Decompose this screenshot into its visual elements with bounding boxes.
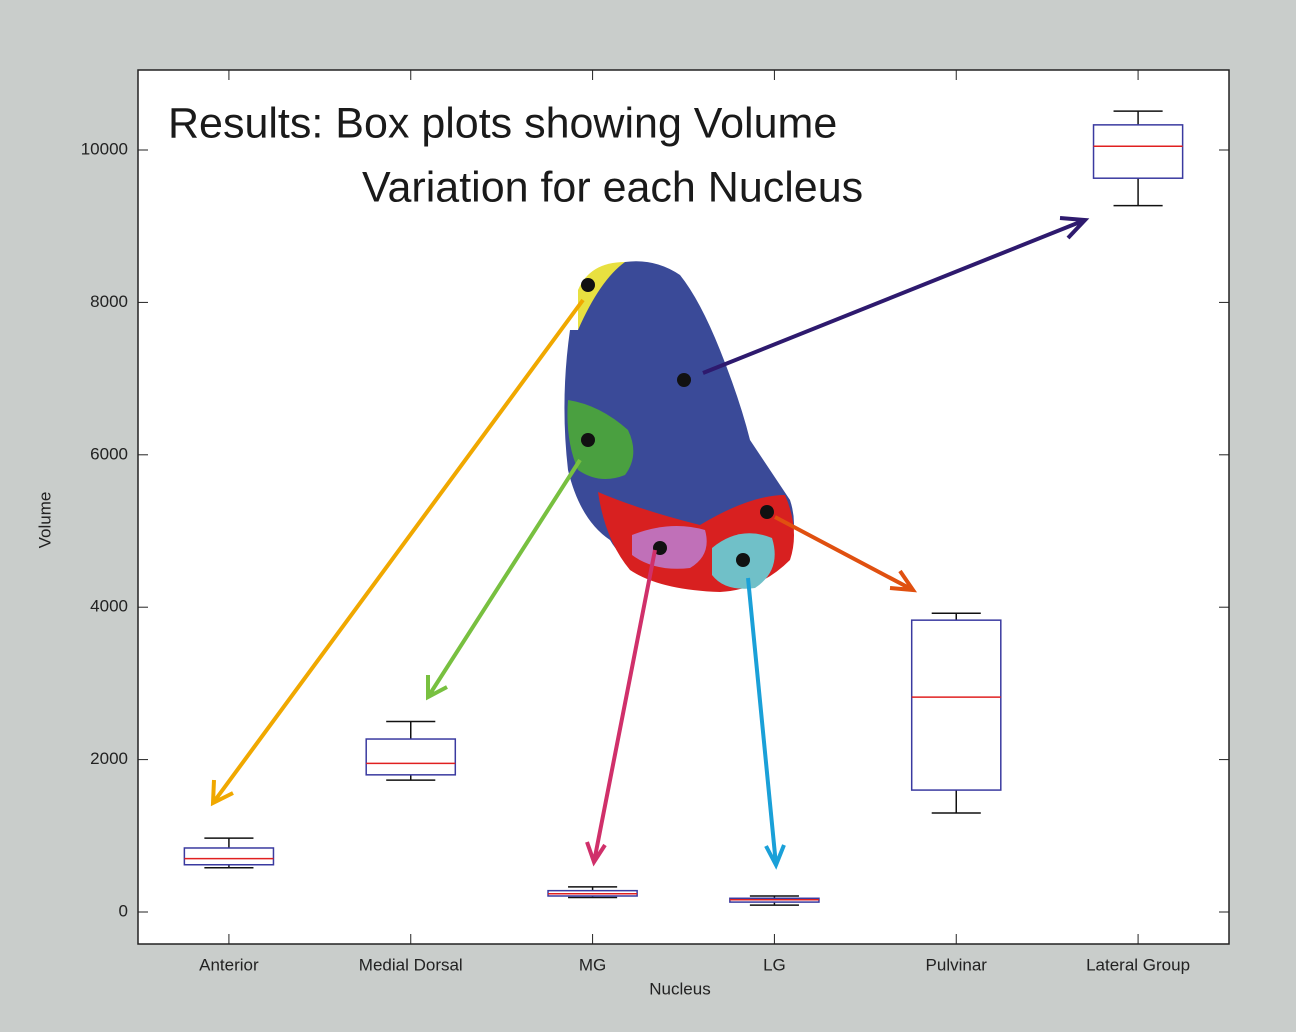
x-tick-label: Anterior (199, 955, 259, 974)
dot (760, 505, 774, 519)
x-tick-label: LG (763, 955, 786, 974)
y-axis-label: Volume (35, 492, 54, 549)
y-tick-label: 4000 (90, 597, 128, 616)
y-tick-label: 8000 (90, 292, 128, 311)
x-tick-label: Medial Dorsal (359, 955, 463, 974)
x-axis-label: Nucleus (649, 979, 710, 998)
dot (677, 373, 691, 387)
x-tick-label: MG (579, 955, 606, 974)
y-tick-label: 10000 (81, 139, 128, 158)
dot (581, 278, 595, 292)
slide: 0 2000 4000 6000 8000 10000 Anterior Medial Dor… (0, 0, 1296, 1032)
x-tick-label: Lateral Group (1086, 955, 1190, 974)
y-tick-label: 2000 (90, 749, 128, 768)
title-line: Results: Box plots showing Volume (168, 99, 837, 147)
dot (736, 553, 750, 567)
dot (581, 433, 595, 447)
y-tick-label: 6000 (90, 444, 128, 463)
title-line: Variation for each Nucleus (362, 163, 863, 211)
x-tick-label: Pulvinar (926, 955, 988, 974)
y-tick-label: 0 (119, 901, 128, 920)
